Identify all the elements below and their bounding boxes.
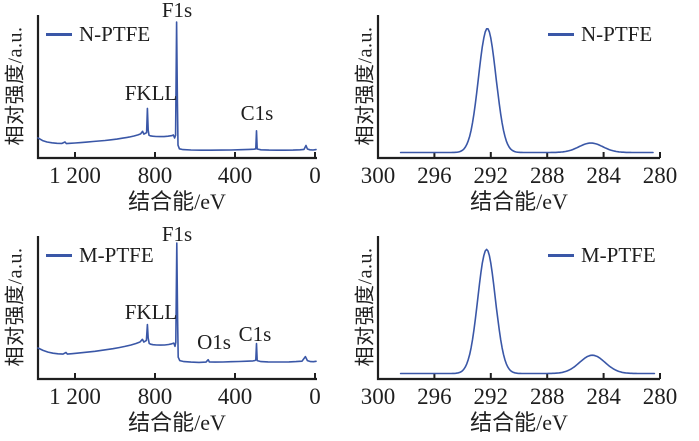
panel-c1s-nptfe: 300 296 292 288 284 280 相对强度/a.u. 结合能/eV N-PT…: [350, 0, 699, 220]
peak-label: FKLL: [125, 81, 178, 105]
x-tick-label: 292: [474, 384, 509, 409]
x-tick-label: 296: [417, 163, 452, 188]
spectrum-line: [37, 242, 317, 364]
legend-label: M-PTFE: [79, 243, 154, 267]
x-tick-label: 800: [138, 384, 173, 409]
survey-nptfe-chart: 1 200 800 400 0 F1s FKLL C1s: [36, 0, 321, 188]
x-tick-label: 300: [361, 384, 396, 409]
legend-line-swatch: [46, 33, 72, 36]
axes: [36, 236, 317, 381]
legend-label: N-PTFE: [79, 22, 151, 46]
peak-label: F1s: [162, 222, 192, 246]
x-tick-label: 288: [530, 163, 565, 188]
x-tick-label: 1 200: [49, 384, 101, 409]
x-axis-label: 结合能/eV: [128, 410, 226, 435]
x-tick-label: 296: [417, 384, 452, 409]
x-axis-label: 结合能/eV: [470, 410, 568, 435]
x-tick-label: 0: [309, 163, 321, 188]
legend: M-PTFE: [46, 243, 154, 268]
spectrum-line: [37, 21, 317, 151]
c1s-mptfe-chart: 300 296 292 288 284 280: [361, 236, 678, 409]
panel-c1s-mptfe: 300 296 292 288 284 280 相对强度/a.u. 结合能/eV M-PT…: [350, 221, 699, 441]
x-tick-label: 292: [474, 163, 509, 188]
legend: N-PTFE: [46, 22, 150, 47]
y-axis-label: 相对强度/a.u.: [4, 26, 27, 146]
x-tick-label: 280: [643, 384, 678, 409]
y-axis-label: 相对强度/a.u.: [354, 247, 377, 367]
legend-label: N-PTFE: [581, 22, 653, 46]
axes: [36, 15, 317, 160]
legend-line-swatch: [46, 254, 72, 257]
x-tick-label: 284: [586, 384, 621, 409]
x-tick-label: 280: [643, 163, 678, 188]
spectrum-line: [399, 28, 654, 154]
x-tick-label: 400: [218, 163, 253, 188]
y-axis-label: 相对强度/a.u.: [354, 26, 377, 146]
peak-label: C1s: [239, 322, 272, 346]
peak-label: FKLL: [125, 300, 178, 324]
peak-label: F1s: [162, 0, 192, 22]
x-tick-label: 300: [361, 163, 396, 188]
legend-label: M-PTFE: [581, 243, 656, 267]
x-axis-label: 结合能/eV: [128, 189, 226, 214]
survey-mptfe-chart: 1 200 800 400 0 F1s FKLL O1s C1s: [36, 222, 321, 409]
x-tick-label: 0: [309, 384, 321, 409]
legend-line-swatch: [548, 33, 574, 36]
legend: N-PTFE: [548, 22, 652, 47]
x-tick-label: 800: [138, 163, 173, 188]
peak-label: O1s: [197, 330, 231, 354]
panel-survey-mptfe: 1 200 800 400 0 F1s FKLL O1s C1s 相对强度/a.u. 结合能/…: [0, 221, 350, 441]
x-tick-label: 1 200: [49, 163, 101, 188]
spectrum-line: [399, 248, 656, 375]
panel-survey-nptfe: 1 200 800 400 0 F1s FKLL C1s 相对强度/a.u. 结合能/eV …: [0, 0, 350, 220]
peak-label: C1s: [241, 101, 274, 125]
x-tick-label: 284: [586, 163, 621, 188]
y-axis-label: 相对强度/a.u.: [4, 247, 27, 367]
legend-line-swatch: [548, 254, 574, 257]
x-tick-label: 288: [530, 384, 565, 409]
legend: M-PTFE: [548, 243, 656, 268]
c1s-nptfe-chart: 300 296 292 288 284 280: [361, 15, 678, 188]
x-tick-label: 400: [218, 384, 253, 409]
x-axis-label: 结合能/eV: [470, 189, 568, 214]
